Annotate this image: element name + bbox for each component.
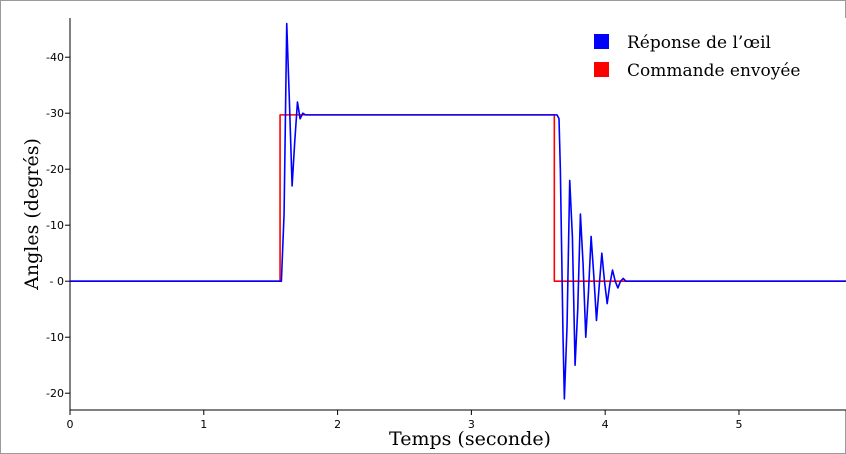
legend-swatch-command — [594, 62, 609, 77]
y-tick-label: -10 — [46, 331, 64, 344]
legend-swatch-response — [594, 34, 609, 49]
y-tick-label: -20 — [46, 387, 64, 400]
x-tick-label: 3 — [468, 418, 475, 431]
legend: Réponse de l’œil Commande envoyée — [594, 33, 801, 81]
y-tick-label: - 0 — [50, 275, 64, 288]
y-axis-title: Angles (degrés) — [21, 138, 43, 291]
x-tick-label: 2 — [334, 418, 341, 431]
legend-label-response: Réponse de l’œil — [627, 33, 771, 53]
plot-background — [70, 18, 846, 410]
legend-label-command: Commande envoyée — [627, 61, 801, 81]
y-tick-label: -10 — [46, 219, 64, 232]
x-axis-title: Temps (seconde) — [389, 428, 551, 450]
x-axis-ticks: 0 1 2 3 4 5 — [67, 410, 742, 431]
x-tick-label: 4 — [602, 418, 609, 431]
plot-area: -40 -30 -20 -10 - 0 -10 -20 0 1 2 3 4 5 — [46, 18, 846, 431]
y-axis-ticks: -40 -30 -20 -10 - 0 -10 -20 — [46, 51, 70, 400]
y-tick-label: -20 — [46, 163, 64, 176]
x-tick-label: 0 — [67, 418, 74, 431]
x-tick-label: 5 — [735, 418, 742, 431]
x-tick-label: 1 — [200, 418, 207, 431]
y-tick-label: -30 — [46, 107, 64, 120]
series-layer — [70, 22, 846, 400]
eye-response-line — [70, 22, 846, 400]
y-tick-label: -40 — [46, 51, 64, 64]
